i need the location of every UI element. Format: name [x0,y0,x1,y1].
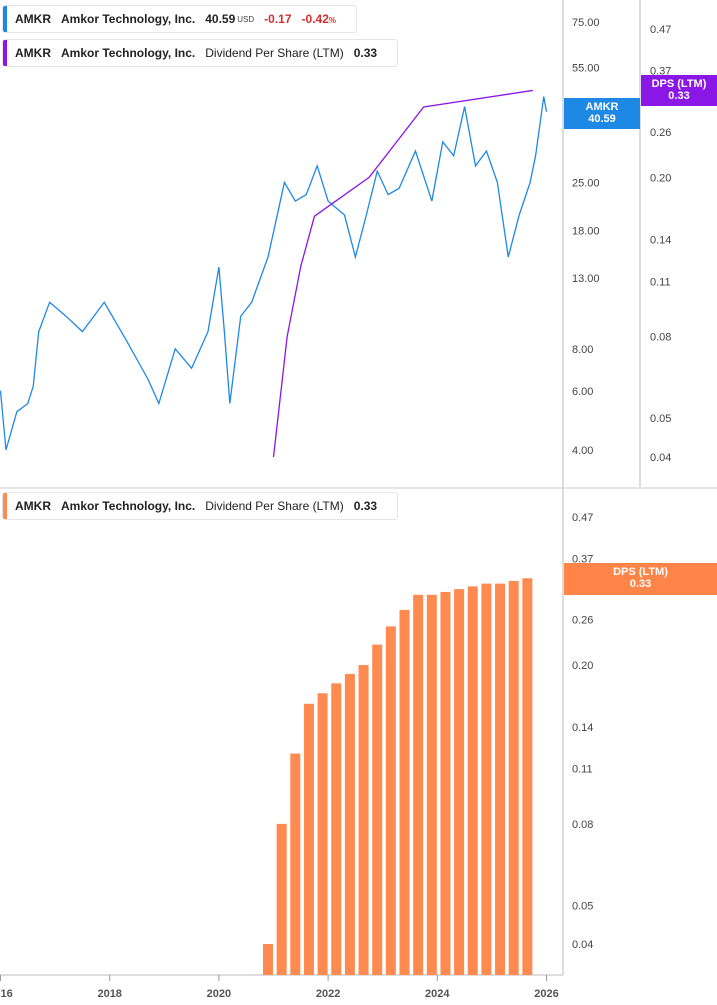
dps-tick-label: 0.20 [650,172,671,184]
price-tick-label: 75.00 [572,17,600,29]
dps-tick-label: 0.47 [650,24,671,36]
dps-bar [481,583,492,975]
price-tick-label: 6.00 [572,386,593,398]
price-series-color [3,6,7,32]
dps-bar [426,594,437,975]
dps-tick-label: 0.14 [650,234,671,246]
dps-legend-bottom: AMKR Amkor Technology, Inc. Dividend Per… [2,492,399,520]
dps-bar [399,609,410,975]
price-change: -0.17 [264,12,292,26]
price: 40.59 [205,12,236,26]
price-tick-label: 18.00 [572,225,600,237]
x-tick-label: 2018 [97,988,121,1000]
currency: USD [237,14,255,24]
metric-name: Dividend Per Share (LTM) [205,499,344,513]
price-tick-label: 55.00 [572,62,600,74]
price-tick-label: 25.00 [572,177,600,189]
dps-bar-tick-label: 0.47 [572,512,593,524]
x-tick-label: 2026 [534,988,558,1000]
dps-bar [413,594,424,975]
price-line [0,96,548,451]
metric-name: Dividend Per Share (LTM) [205,46,344,60]
dps-tick-label: 0.11 [650,276,671,288]
dps-bar [303,703,314,975]
dps-bar-tick-label: 0.37 [572,553,593,565]
dps-bar-tick-label: 0.26 [572,615,593,627]
dps-bar [467,586,478,975]
x-tick-label: 2020 [207,988,231,1000]
dps-bar-tick-label: 0.08 [572,819,593,831]
dps-bar [263,944,273,975]
dps-bar [331,683,342,975]
dps-bar-tick-label: 0.14 [572,722,593,734]
dps-line [272,89,533,458]
price-tick-label: 4.00 [572,445,593,457]
dps-bar [290,753,301,975]
dps-axis-tag: DPS (LTM) 0.33 [641,75,717,106]
dps-bar [358,665,369,975]
dps-bar [276,823,287,975]
dps-bar [372,644,383,975]
dps-value: 0.33 [353,46,378,60]
dps-bar [522,578,533,975]
ticker: AMKR [15,46,51,60]
dps-tick-label: 0.05 [650,413,671,425]
dps-legend-top: AMKR Amkor Technology, Inc. Dividend Per… [2,39,399,67]
dps-bar [317,693,328,975]
company-name: Amkor Technology, Inc. [61,46,196,60]
price-axis-tag: AMKR 40.59 [564,98,640,129]
dps-bar [495,583,506,975]
ticker: AMKR [15,499,51,513]
dps-bar-color [3,493,7,519]
dps-bar-axis-tag: DPS (LTM) 0.33 [564,563,717,595]
x-tick-label: 2022 [316,988,340,1000]
price-tick-label: 13.00 [572,273,600,285]
dps-tick-label: 0.04 [650,452,671,464]
dps-bar [344,673,355,975]
dps-bar [385,626,396,975]
price-change-pct: -0.42% [301,12,337,26]
x-tick-label: 2024 [425,988,450,1000]
ticker: AMKR [15,12,51,26]
dps-tick-label: 0.08 [650,332,671,344]
x-tick-label: 2016 [0,988,13,1000]
dps-bar [440,591,451,975]
dps-bar-tick-label: 0.05 [572,900,593,912]
company-name: Amkor Technology, Inc. [61,12,196,26]
company-name: Amkor Technology, Inc. [61,499,196,513]
dps-bar-tick-label: 0.04 [572,939,593,951]
price-legend: AMKR Amkor Technology, Inc. 40.59 USD -0… [2,5,358,33]
price-tick-label: 8.00 [572,344,593,356]
dps-value: 0.33 [353,499,378,513]
dps-bar [454,589,465,975]
dps-series-color [3,40,7,66]
dps-bar [508,580,519,975]
dps-tick-label: 0.26 [650,127,671,139]
dps-tick-label: 0.37 [650,66,671,78]
dps-bar-tick-label: 0.11 [572,764,593,776]
dps-bar-tick-label: 0.20 [572,660,593,672]
